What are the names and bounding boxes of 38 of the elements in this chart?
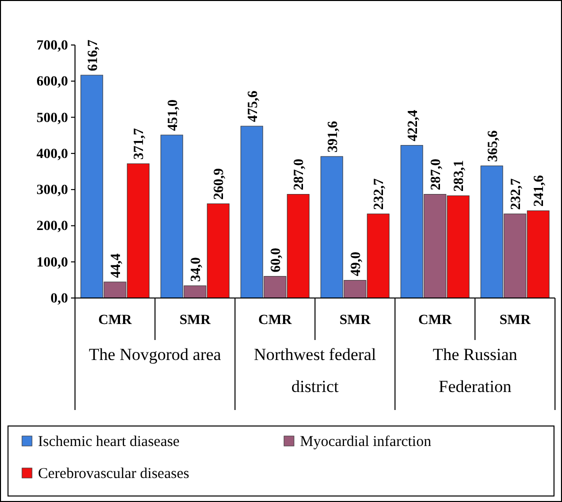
data-label: 283,1 bbox=[452, 160, 468, 192]
x-tick-label: SMR bbox=[179, 313, 212, 328]
y-tick-label: 300,0 bbox=[36, 183, 68, 198]
text: The Novgorod area bbox=[88, 345, 222, 364]
legend-label: Cerebrovascular diseases bbox=[38, 466, 190, 482]
data-label: 60,0 bbox=[269, 248, 284, 272]
data-label: 44,4 bbox=[109, 253, 124, 278]
y-tick-label: 200,0 bbox=[36, 219, 68, 234]
y-tick-label: 0,0 bbox=[50, 291, 68, 306]
data-label: 287,0 bbox=[429, 158, 444, 190]
y-tick-label: 100,0 bbox=[36, 255, 68, 270]
text: Northwest federal district bbox=[254, 345, 376, 396]
y-tick-label: 700,0 bbox=[36, 38, 68, 54]
data-label: 232,7 bbox=[372, 178, 388, 210]
data-label: 451,0 bbox=[166, 99, 181, 131]
y-tick-label: 600,0 bbox=[36, 74, 68, 90]
data-label: 260,9 bbox=[212, 168, 228, 200]
data-label: 422,4 bbox=[406, 110, 421, 142]
x-tick-label: CMR bbox=[98, 313, 133, 328]
y-tick-label: 400,0 bbox=[36, 146, 68, 162]
data-label: 287,0 bbox=[292, 158, 308, 190]
y-tick-label: 500,0 bbox=[36, 110, 68, 126]
x-tick-label: CMR bbox=[258, 313, 293, 328]
data-label: 391,6 bbox=[326, 120, 341, 152]
legend-label: Ischemic heart diasease bbox=[38, 434, 180, 450]
x-tick-label: SMR bbox=[339, 313, 372, 328]
x-tick-label: CMR bbox=[418, 313, 453, 328]
data-label: 241,6 bbox=[532, 175, 548, 207]
data-label: 232,7 bbox=[509, 178, 524, 210]
data-label: 475,6 bbox=[246, 90, 261, 122]
data-label: 34,0 bbox=[189, 257, 204, 282]
data-label: 616,7 bbox=[86, 40, 101, 72]
text: The Russian Federation bbox=[432, 345, 518, 396]
data-label: 365,6 bbox=[486, 130, 501, 162]
x-tick-label: SMR bbox=[499, 313, 532, 328]
data-label: 49,0 bbox=[349, 252, 364, 276]
data-label: 371,7 bbox=[132, 128, 148, 160]
legend-label: Myocardial infarction bbox=[300, 434, 432, 450]
